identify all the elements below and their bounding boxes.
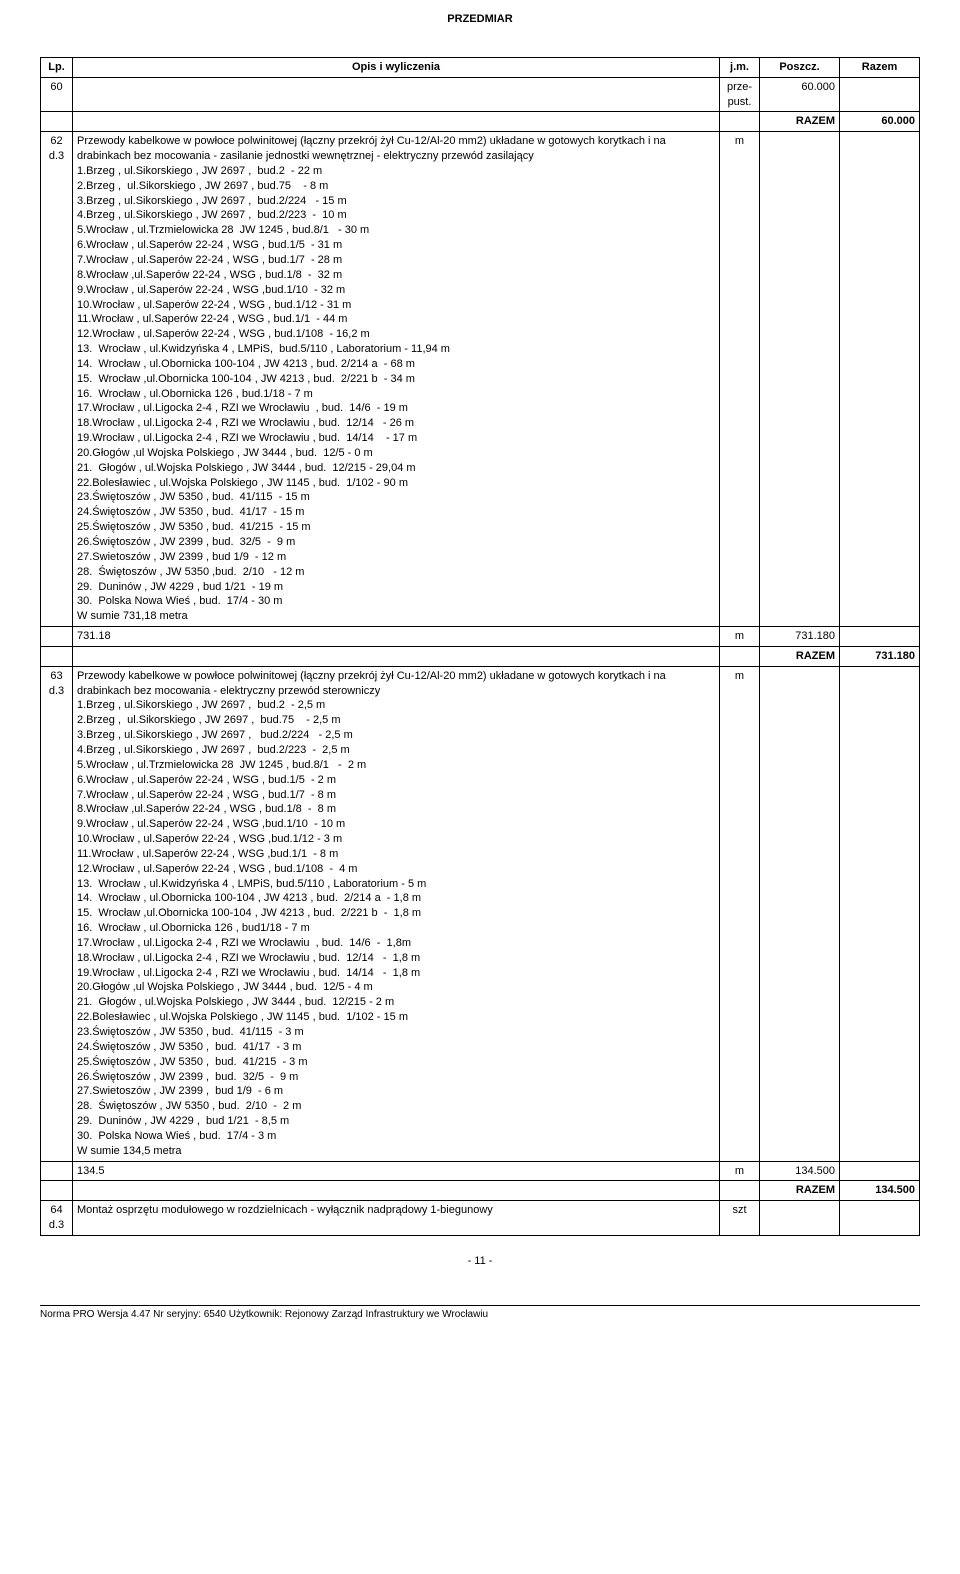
cell-jm <box>720 646 760 666</box>
cell-jm <box>720 1181 760 1201</box>
cell-poszcz: 134.500 <box>760 1161 840 1181</box>
cell-opis: 731.18 <box>73 627 720 647</box>
cell-jm <box>720 112 760 132</box>
cell-lp <box>41 646 73 666</box>
table-row: 64 d.3 Montaż osprzętu modułowego w rozdz… <box>41 1201 920 1236</box>
cell-poszcz: RAZEM <box>760 1181 840 1201</box>
col-jm: j.m. <box>720 57 760 77</box>
cell-lp <box>41 1181 73 1201</box>
cell-poszcz <box>760 1201 840 1236</box>
cell-jm: m <box>720 627 760 647</box>
cell-opis: Przewody kabelkowe w powłoce polwinitowe… <box>73 666 720 1161</box>
cell-poszcz: RAZEM <box>760 112 840 132</box>
table-header-row: Lp. Opis i wyliczenia j.m. Poszcz. Razem <box>41 57 920 77</box>
table-row: 60 prze- pust.60.000 <box>41 77 920 112</box>
cell-jm: m <box>720 132 760 627</box>
cell-jm: m <box>720 666 760 1161</box>
cell-lp <box>41 627 73 647</box>
cell-opis: 134.5 <box>73 1161 720 1181</box>
cell-jm: szt <box>720 1201 760 1236</box>
table-row: 134.5m134.500 <box>41 1161 920 1181</box>
cell-opis <box>73 646 720 666</box>
cell-opis <box>73 77 720 112</box>
cell-razem: 134.500 <box>840 1181 920 1201</box>
cell-razem <box>840 1161 920 1181</box>
cell-opis <box>73 1181 720 1201</box>
opis-lines: 1.Brzeg , ul.Sikorskiego , JW 2697 , bud… <box>77 164 715 624</box>
col-razem: Razem <box>840 57 920 77</box>
cell-jm: m <box>720 1161 760 1181</box>
cell-razem <box>840 1201 920 1236</box>
table-row: RAZEM134.500 <box>41 1181 920 1201</box>
cell-razem <box>840 627 920 647</box>
doc-title: PRZEDMIAR <box>40 12 920 27</box>
cell-razem <box>840 132 920 627</box>
page-number: - 11 - <box>40 1254 920 1269</box>
table-row: 63 d.3Przewody kabelkowe w powłoce polwi… <box>41 666 920 1161</box>
przedmiar-table: Lp. Opis i wyliczenia j.m. Poszcz. Razem… <box>40 57 920 1236</box>
opis-head: Montaż osprzętu modułowego w rozdzielnic… <box>77 1203 715 1218</box>
cell-razem: 731.180 <box>840 646 920 666</box>
cell-opis: Montaż osprzętu modułowego w rozdzielnic… <box>73 1201 720 1236</box>
cell-razem: 60.000 <box>840 112 920 132</box>
opis-head: Przewody kabelkowe w powłoce polwinitowe… <box>77 669 715 699</box>
cell-lp: 60 <box>41 77 73 112</box>
col-lp: Lp. <box>41 57 73 77</box>
table-row: 62 d.3Przewody kabelkowe w powłoce polwi… <box>41 132 920 627</box>
cell-lp: 64 d.3 <box>41 1201 73 1236</box>
cell-lp <box>41 112 73 132</box>
cell-poszcz: RAZEM <box>760 646 840 666</box>
table-row: 731.18m731.180 <box>41 627 920 647</box>
cell-jm: prze- pust. <box>720 77 760 112</box>
cell-opis <box>73 112 720 132</box>
cell-poszcz: 731.180 <box>760 627 840 647</box>
table-row: RAZEM60.000 <box>41 112 920 132</box>
opis-head: Przewody kabelkowe w powłoce polwinitowe… <box>77 134 715 164</box>
cell-opis: Przewody kabelkowe w powłoce polwinitowe… <box>73 132 720 627</box>
col-poszcz: Poszcz. <box>760 57 840 77</box>
footer: Norma PRO Wersja 4.47 Nr seryjny: 6540 U… <box>40 1305 920 1322</box>
cell-razem <box>840 77 920 112</box>
cell-poszcz: 60.000 <box>760 77 840 112</box>
col-opis: Opis i wyliczenia <box>73 57 720 77</box>
cell-lp <box>41 1161 73 1181</box>
cell-lp: 62 d.3 <box>41 132 73 627</box>
cell-poszcz <box>760 666 840 1161</box>
table-row: RAZEM731.180 <box>41 646 920 666</box>
opis-lines: 1.Brzeg , ul.Sikorskiego , JW 2697 , bud… <box>77 698 715 1158</box>
cell-lp: 63 d.3 <box>41 666 73 1161</box>
cell-razem <box>840 666 920 1161</box>
cell-poszcz <box>760 132 840 627</box>
